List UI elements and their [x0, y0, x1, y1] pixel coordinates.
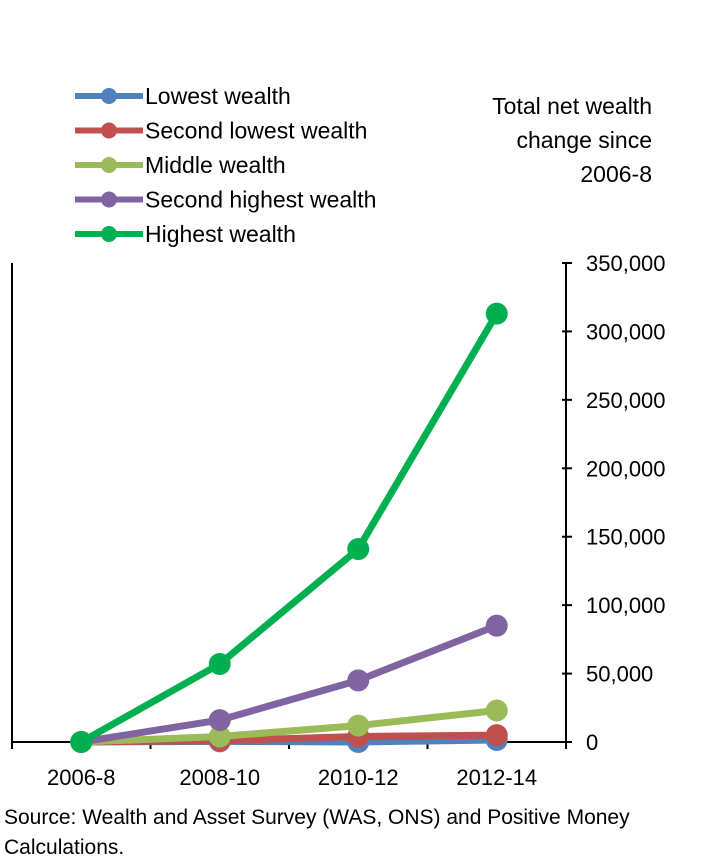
legend-item: Second highest wealth	[75, 187, 376, 213]
y-axis-label: Total net wealth change since 2006-8	[492, 93, 652, 187]
legend-marker	[101, 157, 117, 173]
series-lines	[70, 302, 508, 753]
x-tick-label: 2012-14	[456, 765, 537, 790]
data-point	[70, 731, 93, 753]
legend-label: Lowest wealth	[145, 83, 291, 109]
legend-marker	[101, 191, 117, 208]
data-point	[485, 699, 508, 722]
series-line	[79, 311, 500, 746]
y-tick-label: 100,000	[586, 593, 666, 618]
data-point	[208, 709, 231, 732]
data-point	[208, 652, 231, 675]
legend-item: Highest wealth	[75, 221, 296, 247]
legend-label: Highest wealth	[145, 221, 296, 247]
y-axis-label-line: change since	[516, 127, 652, 153]
data-point	[485, 724, 508, 747]
x-tick-label: 2010-12	[318, 765, 399, 790]
axes: 0 50,000 100,000 150,000 200,000 250,000 300,0…	[11, 251, 666, 790]
data-point	[347, 669, 370, 692]
y-axis-label-line: 2006-8	[580, 161, 652, 187]
data-point	[347, 714, 370, 737]
data-point	[347, 538, 370, 561]
legend-item: Middle wealth	[75, 152, 286, 178]
y-axis-label-line: Total net wealth	[492, 93, 652, 119]
y-tick-label: 350,000	[586, 251, 666, 276]
y-tick-label: 50,000	[586, 662, 653, 687]
data-point	[485, 614, 508, 637]
y-tick-label: 150,000	[586, 525, 666, 550]
data-point	[208, 725, 231, 748]
y-tick-label: 250,000	[586, 388, 666, 413]
x-tick-label: 2006-8	[47, 765, 116, 790]
line-chart: Lowest wealth Second lowest wealth Middle …	[11, 83, 666, 790]
legend-label: Middle wealth	[145, 152, 286, 178]
legend-marker	[101, 122, 117, 139]
series-line	[80, 622, 499, 746]
legend-marker	[101, 88, 117, 104]
legend-label: Second lowest wealth	[145, 118, 367, 144]
y-tick-label: 300,000	[586, 319, 666, 344]
x-tick-label: 2008-10	[179, 765, 260, 790]
series-highest-wealth	[70, 302, 508, 753]
legend-label: Second highest wealth	[145, 187, 376, 213]
legend-item: Lowest wealth	[75, 83, 291, 109]
series-line	[81, 707, 498, 746]
source-note: Source: Wealth and Asset Survey (WAS, ON…	[4, 806, 630, 859]
legend-marker	[101, 226, 117, 242]
legend-item: Second lowest wealth	[75, 118, 367, 144]
y-tick-label: 0	[586, 730, 598, 755]
data-point	[485, 302, 508, 325]
y-tick-label: 200,000	[586, 456, 666, 481]
legend: Lowest wealth Second lowest wealth Middle …	[75, 83, 376, 247]
